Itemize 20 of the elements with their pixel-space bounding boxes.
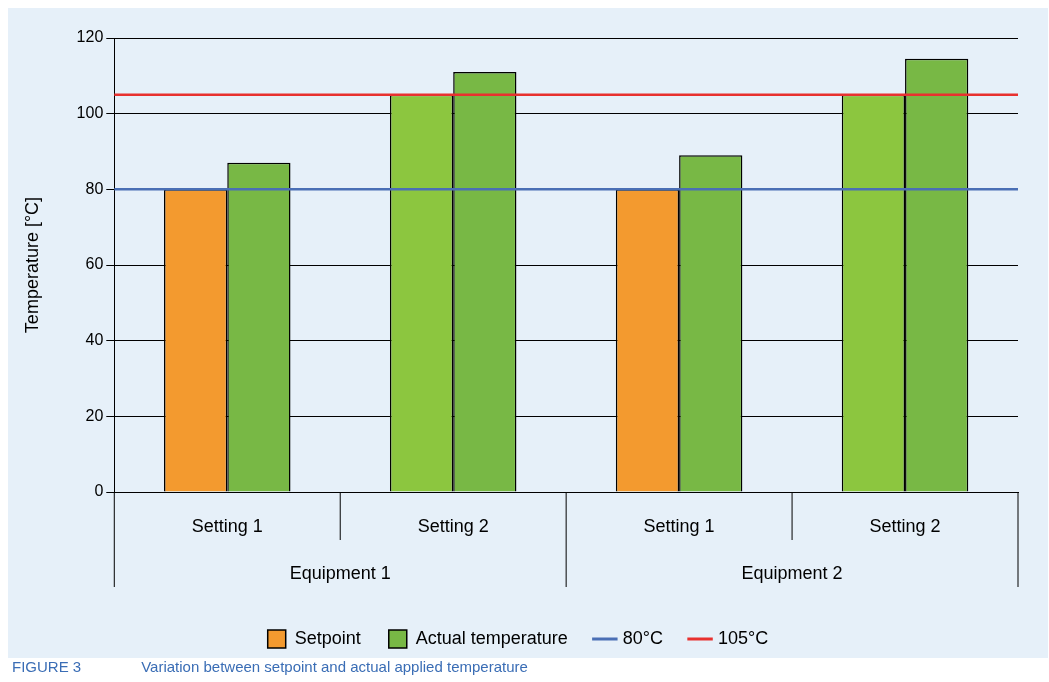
y-tick-label: 60: [85, 255, 104, 273]
y-tick-label: 80: [85, 179, 104, 197]
legend-label: 105°C: [718, 627, 769, 648]
x-tick-label: Setting 1: [643, 515, 715, 536]
text: Variation between setpoint and actual applied temperature: [141, 658, 528, 675]
x-tick-label: Setting 2: [869, 515, 941, 536]
legend-label: Actual temperature: [415, 627, 568, 648]
y-tick-label: 0: [94, 482, 104, 500]
text: FIGURE 3: [12, 658, 82, 675]
y-tick-label: 100: [76, 104, 104, 122]
x-tick-label: Setting 1: [191, 515, 263, 536]
text: Equipment 2: [741, 562, 843, 583]
legend-label: 80°C: [622, 627, 664, 648]
y-axis-title: Temperature [°C]: [21, 196, 42, 334]
x-tick-label: Setting 2: [417, 515, 489, 536]
y-tick-label: 40: [85, 331, 104, 349]
y-tick-label: 120: [76, 28, 104, 46]
text: Equipment 1: [289, 562, 391, 583]
legend-label: Setpoint: [294, 627, 361, 648]
y-tick-label: 20: [85, 406, 104, 424]
